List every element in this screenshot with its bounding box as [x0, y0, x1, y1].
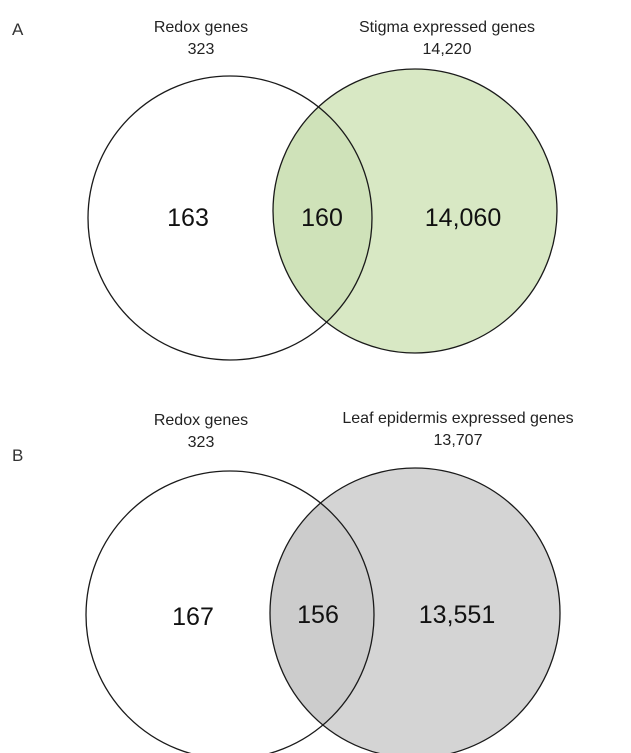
- right-set-label: Leaf epidermis expressed genes 13,707: [308, 408, 608, 452]
- left-set-outline: [85, 470, 375, 753]
- venn-panel-a: A Redox genes 323 Stigma expressed genes…: [0, 0, 631, 376]
- right-set-outline: [272, 68, 558, 354]
- right-set-label: Stigma expressed genes 14,220: [322, 17, 572, 61]
- left-set-outline: [87, 75, 373, 361]
- overlap-count: 156: [297, 601, 339, 629]
- left-set-label: Redox genes 323: [121, 17, 281, 61]
- right-set-outline: [269, 467, 561, 753]
- right-only-count: 13,551: [419, 601, 495, 629]
- left-set-total: 323: [187, 41, 215, 58]
- left-only-count: 163: [167, 204, 209, 232]
- right-set-name: Leaf epidermis expressed genes: [342, 410, 574, 427]
- venn-diagram: 167 156 13,551: [85, 467, 561, 753]
- left-set-label: Redox genes 323: [121, 410, 281, 454]
- left-set-name: Redox genes: [153, 19, 249, 36]
- venn-panel-b: B Redox genes 323 Leaf epidermis express…: [0, 376, 631, 753]
- left-set-name: Redox genes: [153, 412, 249, 429]
- panel-letter: A: [12, 20, 24, 39]
- panel-letter: B: [12, 446, 24, 465]
- right-set-name: Stigma expressed genes: [358, 19, 536, 36]
- left-only-count: 167: [172, 603, 214, 631]
- venn-diagram: 163 160 14,060: [87, 68, 558, 361]
- right-set-total: 13,707: [433, 432, 483, 449]
- right-only-count: 14,060: [425, 204, 501, 232]
- overlap-region: [270, 471, 374, 753]
- overlap-region: [273, 76, 372, 353]
- right-set-total: 14,220: [422, 41, 472, 58]
- left-set-total: 323: [187, 434, 215, 451]
- overlap-count: 160: [301, 204, 343, 232]
